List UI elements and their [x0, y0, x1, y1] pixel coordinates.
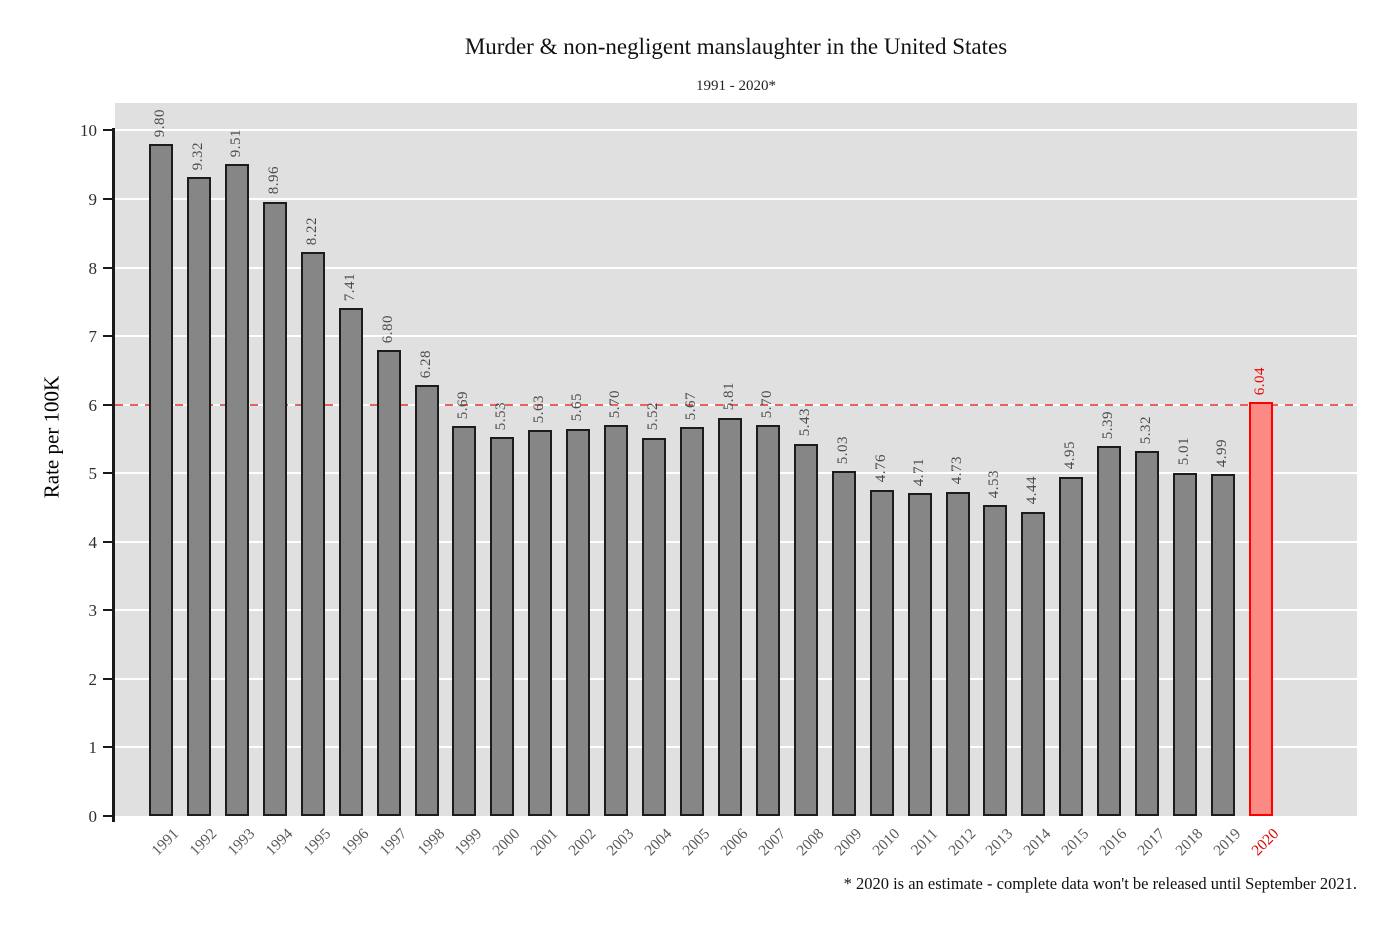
bar-1995 — [300, 252, 325, 816]
y-tick-4 — [103, 540, 112, 543]
bar-value-label-2016: 5.39 — [1100, 411, 1117, 440]
bar-1991 — [149, 144, 173, 816]
bar-2014 — [1021, 511, 1046, 816]
y-tick-label-10: 10 — [80, 121, 97, 141]
bar-1998 — [414, 385, 439, 816]
bar-2016 — [1097, 446, 1122, 816]
bar-2002 — [566, 428, 591, 816]
y-tick-6 — [103, 403, 112, 406]
bar-2006 — [717, 417, 742, 816]
bar-2009 — [831, 471, 856, 816]
bar-value-label-2014: 4.44 — [1024, 476, 1041, 505]
bar-2010 — [869, 489, 894, 816]
bar-value-label-2015: 4.95 — [1062, 441, 1079, 470]
y-tick-label-0: 0 — [88, 807, 98, 826]
bar-value-label-2020: 6.04 — [1252, 366, 1268, 395]
bar-value-label-1996: 7.41 — [341, 272, 358, 301]
bar-value-label-2004: 5.52 — [645, 402, 662, 431]
chart-title: Murder & non-negligent manslaughter in t… — [464, 34, 1008, 59]
y-tick-label-1: 1 — [88, 738, 98, 758]
bar-2007 — [755, 425, 780, 816]
bar-2018 — [1173, 472, 1198, 816]
gridline-y-8 — [115, 266, 1357, 269]
bar-value-label-1998: 6.28 — [417, 350, 434, 379]
y-tick-9 — [103, 197, 112, 200]
y-tick-label-9: 9 — [88, 189, 98, 209]
bar-2017 — [1135, 451, 1160, 816]
gridline-y-7 — [115, 335, 1357, 338]
y-tick-1 — [103, 746, 112, 749]
bar-2000 — [490, 436, 515, 816]
footnote: * 2020 is an estimate - complete data wo… — [843, 874, 1357, 893]
bar-1997 — [376, 349, 401, 816]
bar-value-label-1991: 9.80 — [152, 108, 168, 138]
y-tick-label-3: 3 — [88, 601, 98, 621]
gridline-y-9 — [115, 197, 1357, 200]
bar-value-label-2000: 5.53 — [493, 401, 510, 430]
bar-2005 — [680, 427, 705, 816]
y-tick-2 — [103, 677, 112, 680]
reference-line-6 — [115, 403, 1357, 406]
bar-value-label-2001: 5.63 — [531, 394, 548, 424]
bar-value-label-2012: 4.73 — [948, 456, 965, 485]
y-tick-label-4: 4 — [88, 532, 98, 552]
bar-value-label-2002: 5.65 — [569, 393, 586, 422]
bar-1994 — [262, 201, 287, 816]
bar-value-label-2006: 5.81 — [720, 382, 737, 411]
bar-value-label-1997: 6.80 — [379, 314, 396, 343]
bar-value-label-2010: 4.76 — [872, 454, 889, 483]
y-tick-5 — [103, 472, 112, 475]
bar-2019 — [1211, 473, 1236, 816]
y-tick-label-5: 5 — [88, 464, 98, 484]
bar-1993 — [224, 164, 249, 816]
bar-value-label-2009: 5.03 — [834, 435, 851, 465]
bar-value-label-2019: 4.99 — [1214, 438, 1231, 467]
bar-value-label-2017: 5.32 — [1138, 416, 1155, 445]
y-tick-label-6: 6 — [88, 395, 98, 415]
bar-value-label-2008: 5.43 — [796, 408, 813, 437]
bar-2020 — [1249, 401, 1273, 816]
bar-value-label-1999: 5.69 — [455, 390, 472, 419]
bar-value-label-1993: 9.51 — [227, 128, 244, 158]
y-tick-10 — [103, 129, 112, 132]
y-tick-7 — [103, 335, 112, 338]
bar-1992 — [186, 177, 211, 816]
y-tick-label-2: 2 — [88, 669, 98, 689]
bar-value-label-2013: 4.53 — [986, 470, 1003, 499]
bar-2001 — [528, 430, 553, 816]
y-tick-8 — [103, 266, 112, 269]
bar-2003 — [604, 425, 629, 816]
chart-subtitle: 1991 - 2020* — [696, 78, 776, 94]
bar-value-label-2018: 5.01 — [1176, 437, 1193, 466]
bar-2004 — [642, 437, 667, 816]
bar-value-label-1994: 8.96 — [265, 166, 282, 195]
bar-2008 — [793, 443, 818, 816]
y-tick-0 — [103, 815, 112, 817]
bar-value-label-2011: 4.71 — [910, 457, 927, 487]
bar-2012 — [945, 491, 970, 816]
bar-2013 — [983, 505, 1008, 816]
y-tick-3 — [103, 609, 112, 612]
bar-1996 — [338, 308, 363, 816]
bar-value-label-2007: 5.70 — [758, 389, 775, 419]
bar-value-label-1992: 9.32 — [189, 141, 206, 171]
bar-2011 — [907, 493, 932, 816]
y-tick-label-7: 7 — [88, 327, 98, 347]
bar-value-label-2005: 5.67 — [683, 392, 700, 421]
gridline-y-10 — [115, 129, 1357, 132]
y-axis-line — [112, 128, 115, 822]
y-tick-label-8: 8 — [88, 258, 98, 278]
bar-value-label-1995: 8.22 — [303, 217, 320, 246]
bar-value-label-2003: 5.70 — [607, 389, 624, 419]
bar-1999 — [452, 425, 477, 816]
bar-2015 — [1059, 476, 1084, 816]
plot-area: 9.80 9.32 9.51 8.96 8.22 7.41 6.80 6.28 5.69 5.53… — [115, 103, 1357, 816]
